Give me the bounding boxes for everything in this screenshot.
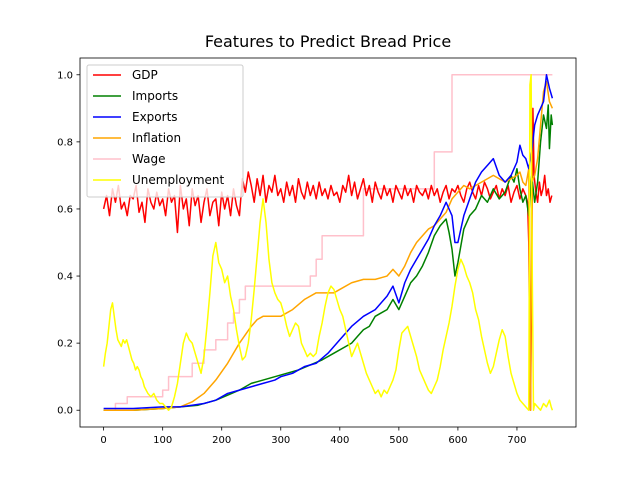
chart-title: Features to Predict Bread Price (204, 32, 452, 51)
x-tick-label: 500 (389, 435, 408, 446)
legend-label: Exports (132, 110, 178, 124)
series-line-wage (103, 74, 553, 411)
x-tick-label: 400 (330, 435, 349, 446)
legend-label: Unemployment (132, 173, 225, 187)
y-tick-label: 0.2 (57, 339, 73, 350)
y-tick-label: 1.0 (57, 70, 73, 81)
legend-label: Imports (132, 89, 178, 103)
legend-label: GDP (132, 68, 158, 82)
y-tick-label: 0.6 (57, 204, 73, 215)
y-tick-label: 0.0 (57, 406, 73, 417)
series-line-unemployment (102, 74, 554, 411)
series-layer (102, 74, 554, 411)
y-tick-label: 0.8 (57, 137, 73, 148)
chart-legend: GDP Imports Exports Inflation Wage Unemployme… (86, 64, 244, 198)
legend-label: Inflation (132, 131, 181, 145)
x-tick-label: 300 (271, 435, 290, 446)
x-tick-label: 0 (100, 435, 106, 446)
x-tick-label: 100 (153, 435, 172, 446)
series-line-gdp (102, 107, 553, 411)
series-line-imports (103, 104, 554, 411)
series-line-exports (103, 74, 554, 410)
series-line-inflation (103, 80, 554, 411)
legend-label: Wage (132, 152, 165, 166)
axes-layer: 0 100 200 300 400 500 600 700 0.0 0.2 0.4 0.6 0.8 1.0 (57, 57, 577, 446)
y-tick-label: 0.4 (57, 272, 73, 283)
x-tick-label: 700 (507, 435, 526, 446)
x-tick-label: 600 (448, 435, 467, 446)
plot-frame (79, 57, 577, 428)
x-tick-label: 200 (212, 435, 231, 446)
legend-box (86, 64, 244, 198)
